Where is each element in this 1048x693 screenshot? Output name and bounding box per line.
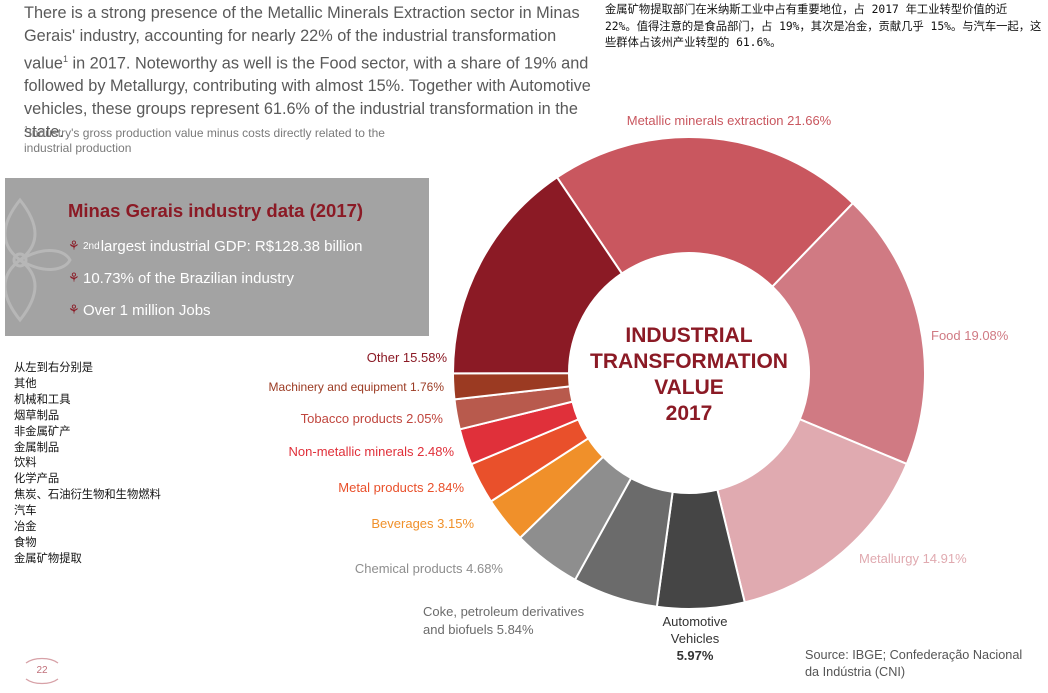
- cn-legend-item: 烟草制品: [14, 408, 60, 422]
- label-beverages: Beverages 3.15%: [371, 516, 474, 531]
- label-other: Other 15.58%: [367, 350, 448, 365]
- box-item-gdp-text: largest industrial GDP: R$128.38 billion: [100, 237, 363, 255]
- label-machinery-and-equipment: Machinery and equipment 1.76%: [269, 380, 445, 394]
- label-tobacco-products: Tobacco products 2.05%: [301, 411, 444, 426]
- center-title-line: 2017: [666, 402, 713, 425]
- chinese-legend-list: 从左到右分别是 其他 机械和工具 烟草制品 非金属矿产 金属制品 饮料 化学产品…: [14, 360, 161, 567]
- ornament-frame-icon: [25, 657, 59, 685]
- cn-legend-item: 金属矿物提取: [14, 551, 82, 565]
- box-item-gdp: ⚘ 2nd largest industrial GDP: R$128.38 bi…: [68, 230, 363, 262]
- footnote-marker: 1: [62, 54, 68, 64]
- cn-legend-item: 汽车: [14, 504, 37, 518]
- footnote-text: Industry's gross production value minus …: [24, 126, 385, 155]
- label-metal-products: Metal products 2.84%: [338, 480, 464, 495]
- page-number-badge: 22: [24, 655, 60, 687]
- flower-bullet-icon: ⚘: [68, 238, 80, 253]
- cn-legend-item: 机械和工具: [14, 392, 71, 406]
- flower-bullet-icon: ⚘: [68, 302, 80, 317]
- cn-legend-item: 焦炭、石油衍生物和生物燃料: [14, 488, 161, 502]
- industry-data-box: Minas Gerais industry data (2017) ⚘ 2nd l…: [5, 178, 429, 336]
- center-title-line: TRANSFORMATION: [590, 350, 788, 373]
- label-metallurgy: Metallurgy 14.91%: [859, 551, 967, 566]
- source-line: da Indústria (CNI): [805, 665, 906, 679]
- footnote: 1Industry's gross production value minus…: [24, 123, 404, 155]
- box-list: ⚘ 2nd largest industrial GDP: R$128.38 bi…: [68, 230, 363, 326]
- label-automotive-vehicles: Automotive Vehicles 5.97%: [662, 614, 727, 663]
- intro-text-part1: There is a strong presence of the Metall…: [24, 4, 580, 73]
- rank-ordinal: 2nd: [83, 240, 100, 252]
- cn-legend-item: 化学产品: [14, 472, 60, 486]
- cn-legend-item: 金属制品: [14, 440, 60, 454]
- flower-bullet-icon: ⚘: [68, 270, 80, 285]
- box-item-jobs-text: Over 1 million Jobs: [83, 301, 211, 319]
- center-title-line: VALUE: [654, 376, 724, 399]
- cn-legend-item: 从左到右分别是: [14, 361, 94, 374]
- page-number: 22: [36, 665, 48, 676]
- chinese-translation-note: 金属矿物提取部门在米纳斯工业中占有重要地位，占 2017 年工业转型价值的近 2…: [605, 3, 1042, 49]
- donut-hole: [569, 253, 809, 493]
- footnote-number: 1: [24, 125, 29, 134]
- box-title: Minas Gerais industry data (2017): [68, 200, 364, 221]
- label-coke-petroleum-derivatives-and-biofuels: Coke, petroleum derivatives and biofuels …: [423, 604, 585, 637]
- label-non-metallic-minerals: Non-metallic minerals 2.48%: [289, 444, 455, 459]
- label-chemical-products: Chemical products 4.68%: [355, 561, 504, 576]
- cn-legend-item: 非金属矿产: [14, 424, 71, 438]
- intro-paragraph: There is a strong presence of the Metall…: [24, 2, 594, 144]
- floral-ornament-icon: [5, 197, 72, 323]
- intro-text-part2: in 2017. Noteworthy as well is the Food …: [24, 54, 591, 142]
- box-item-share-text: 10.73% of the Brazilian industry: [83, 269, 294, 287]
- label-metallic-minerals-extraction: Metallic minerals extraction 21.66%: [627, 113, 832, 128]
- source-line: Source: IBGE; Confederação Nacional: [805, 648, 1023, 662]
- cn-legend-item: 其他: [14, 376, 37, 390]
- center-title-line: INDUSTRIAL: [625, 324, 752, 347]
- box-item-share: ⚘ 10.73% of the Brazilian industry: [68, 262, 363, 294]
- cn-legend-item: 食物: [14, 535, 37, 549]
- label-food: Food 19.08%: [931, 328, 1009, 343]
- box-item-jobs: ⚘ Over 1 million Jobs: [68, 294, 363, 326]
- source-note: Source: IBGE; Confederação Nacional da I…: [805, 647, 1045, 681]
- cn-legend-item: 饮料: [14, 456, 37, 470]
- cn-legend-item: 冶金: [14, 520, 37, 534]
